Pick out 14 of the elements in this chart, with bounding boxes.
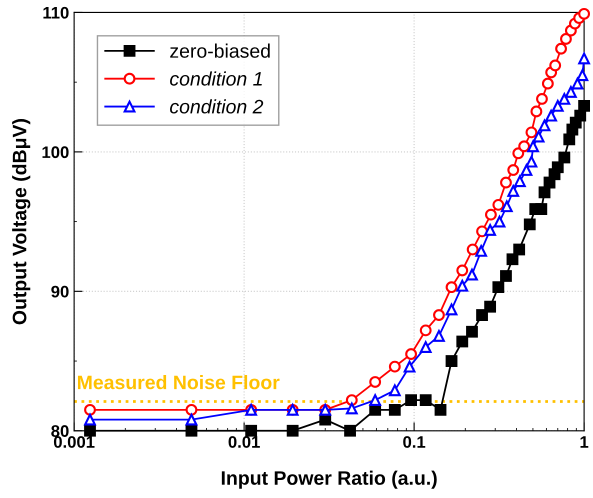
x-axis-title: Input Power Ratio (a.u.) (222, 470, 437, 489)
y-axis-title: Output Voltage (dBμV) (12, 119, 30, 324)
legend-label: condition 2 (170, 99, 264, 114)
x-tick-label: 1 (580, 436, 588, 448)
y-tick-label: 100 (42, 146, 69, 158)
legend-label: condition 1 (170, 71, 262, 86)
y-tick-label: 90 (51, 286, 69, 298)
legend-label: zero-biased (170, 44, 270, 58)
x-tick-label: 0.1 (403, 436, 426, 448)
x-tick-label: 0.01 (228, 436, 260, 448)
y-tick-label: 80 (51, 425, 69, 437)
x-tick-label: 0.001 (54, 436, 95, 448)
y-tick-label: 110 (43, 6, 69, 19)
ref-line-label: Measured Noise Floor (78, 374, 280, 390)
